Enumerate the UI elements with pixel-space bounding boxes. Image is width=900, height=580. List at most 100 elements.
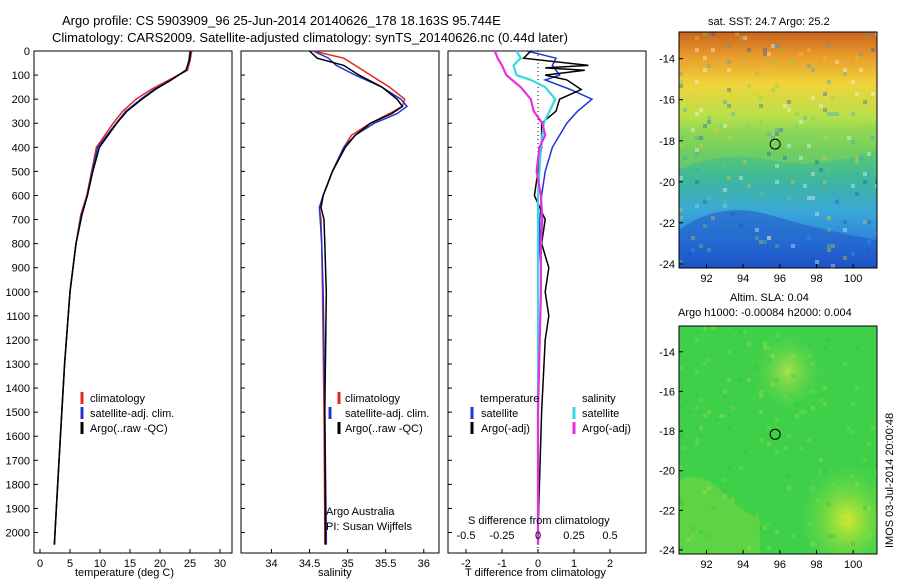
map-pixel — [723, 100, 727, 104]
map-pixel — [691, 526, 695, 530]
map-pixel — [759, 438, 763, 442]
sst-map-axes: 92 94 96 98 100 -14 -16 -18 -20 -22 -24 — [659, 54, 862, 285]
map-pixel — [767, 358, 771, 362]
map-pixel — [727, 124, 731, 128]
map-pixel — [811, 406, 815, 410]
sst-heatmap — [679, 32, 877, 268]
map-pixel — [747, 184, 751, 188]
map-pixel — [791, 244, 795, 248]
map-pixel — [723, 124, 727, 128]
map-pixel — [831, 96, 835, 100]
map-x-tick-label: 98 — [810, 273, 822, 285]
map-pixel — [823, 180, 827, 184]
map-pixel — [775, 426, 779, 430]
map-pixel — [703, 362, 707, 366]
depth-tick-label: 1100 — [6, 311, 30, 323]
x-tick-label: 20 — [154, 558, 166, 570]
map-pixel — [679, 216, 683, 220]
map-pixel — [791, 534, 795, 538]
map-pixel — [851, 430, 855, 434]
x-tick-label: 0 — [37, 558, 43, 570]
map-pixel — [827, 338, 831, 342]
legend-title-temperature: temperature — [480, 393, 539, 405]
map-pixel — [871, 92, 875, 96]
map-pixel — [855, 446, 859, 450]
map-pixel — [703, 326, 707, 330]
map-pixel — [687, 410, 691, 414]
map-pixel — [755, 514, 759, 518]
map-pixel — [851, 474, 855, 478]
map-pixel — [759, 526, 763, 530]
depth-tick-label: 200 — [12, 94, 30, 106]
difference-legend-salinity: salinity satellite Argo(-adj) — [572, 393, 631, 435]
x-tick-label: 2 — [607, 558, 613, 570]
map-pixel — [679, 366, 683, 370]
map-pixel — [775, 334, 779, 338]
map-pixel — [859, 52, 863, 56]
x-tick-label: 34 — [265, 558, 277, 570]
map-pixel — [827, 502, 831, 506]
map-pixel — [815, 212, 819, 216]
map-pixel — [775, 180, 779, 184]
map-pixel — [819, 168, 823, 172]
map-pixel — [791, 60, 795, 64]
map-pixel — [871, 136, 875, 140]
map-pixel — [787, 486, 791, 490]
depth-axis: 0 100 200 300 400 500 600 700 800 900 1000 1100 1200… — [6, 46, 452, 540]
map-pixel — [759, 390, 763, 394]
map-pixel — [763, 240, 767, 244]
map-pixel — [747, 48, 751, 52]
map-pixel — [743, 450, 747, 454]
map-pixel — [763, 526, 767, 530]
map-pixel — [791, 80, 795, 84]
map-pixel — [695, 338, 699, 342]
map-pixel — [855, 56, 859, 60]
map-pixel — [855, 92, 859, 96]
depth-tick-label: 1300 — [6, 359, 30, 371]
map-pixel — [759, 240, 763, 244]
map-pixel — [855, 172, 859, 176]
map-pixel — [767, 236, 771, 240]
map-pixel — [695, 438, 699, 442]
map-pixel — [807, 64, 811, 68]
map-pixel — [815, 160, 819, 164]
x-tick-label: 35.5 — [375, 558, 396, 570]
map-pixel — [687, 116, 691, 120]
legend-argo: Argo(..raw -QC) — [345, 423, 423, 435]
map-pixel — [803, 116, 807, 120]
map-pixel — [767, 152, 771, 156]
map-pixel — [827, 216, 831, 220]
map-pixel — [763, 346, 767, 350]
map-pixel — [683, 156, 687, 160]
map-pixel — [731, 212, 735, 216]
map-pixel — [851, 80, 855, 84]
map-pixel — [827, 244, 831, 248]
map-pixel — [867, 32, 871, 36]
legend-satellite: satellite-adj. clim. — [90, 408, 174, 420]
map-pixel — [715, 128, 719, 132]
map-pixel — [695, 362, 699, 366]
map-pixel — [819, 398, 823, 402]
map-pixel — [759, 120, 763, 124]
map-pixel — [867, 172, 871, 176]
map-pixel — [827, 248, 831, 252]
s-tick-label: -0.25 — [489, 530, 514, 542]
map-pixel — [679, 498, 683, 502]
map-pixel — [695, 406, 699, 410]
map-pixel — [831, 264, 835, 268]
imos-timestamp: IMOS 03-Jul-2014 20:00:48 — [884, 413, 896, 548]
series-satellite-adj-clim- — [312, 50, 409, 545]
x-tick-label: 10 — [94, 558, 106, 570]
map-pixel — [799, 410, 803, 414]
map-pixel — [767, 442, 771, 446]
sla-map-axes: 92 94 96 98 100 -14 -16 -18 -20 -22 -24 — [659, 347, 862, 571]
map-pixel — [727, 176, 731, 180]
map-y-tick-label: -18 — [659, 136, 675, 148]
map-pixel — [867, 108, 871, 112]
map-pixel — [703, 124, 707, 128]
map-pixel — [807, 354, 811, 358]
map-pixel — [767, 522, 771, 526]
map-pixel — [775, 530, 779, 534]
map-y-tick-label: -22 — [659, 505, 675, 517]
map-pixel — [867, 240, 871, 244]
